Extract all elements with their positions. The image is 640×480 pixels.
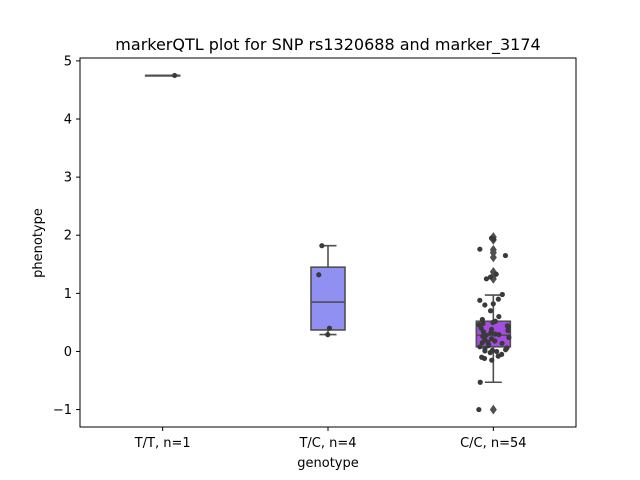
y-tick-label: 2 [64,229,72,244]
data-point [487,308,494,314]
data-point [482,348,488,354]
x-axis: T/T, n=1 T/C, n=4 C/C, n=54 [134,427,527,451]
data-point [479,316,485,323]
y-axis: −1 0 1 2 3 4 5 [53,54,80,418]
data-point [495,296,501,302]
x-axis-label: genotype [297,456,358,471]
data-point [493,271,499,277]
data-point [172,72,178,79]
y-tick-label: 4 [64,113,72,128]
y-tick-label: 1 [64,287,72,302]
data-point [483,276,490,282]
x-tick-label: T/C, n=4 [298,436,356,451]
y-tick-label: −1 [53,403,72,418]
data-point [499,340,505,346]
data-point [492,331,498,337]
y-tick-label: 0 [64,345,72,360]
data-point [490,236,497,242]
y-tick-label: 3 [64,171,72,186]
data-point [319,243,325,249]
data-point [326,325,333,331]
data-point [481,355,488,362]
data-point [506,334,512,341]
data-point [496,332,502,338]
data-point [480,329,486,335]
data-point [325,332,331,338]
data-point [477,246,483,252]
data-point [477,379,483,385]
data-point [482,302,488,308]
data-point [496,313,502,320]
data-point [479,340,485,346]
box-group [310,244,346,336]
data-point [505,327,511,334]
data-point [487,274,494,280]
data-point [499,291,505,298]
box [310,266,346,331]
data-point [490,319,496,326]
data-point [477,297,483,303]
outlier-marker [489,404,497,415]
data-point [490,301,496,307]
chart-marks [144,72,512,415]
data-point [476,406,482,413]
outlier-marker [489,252,497,263]
plot-frame [79,57,577,428]
data-point [316,272,322,278]
x-tick-label: C/C, n=54 [460,436,526,451]
data-point [487,350,493,356]
data-point [495,353,501,359]
data-point [489,357,495,363]
data-point [485,343,492,349]
data-point [503,347,509,353]
data-point [477,344,483,350]
y-axis-label: phenotype [31,208,46,278]
y-tick-label: 5 [64,54,72,69]
chart-title: markerQTL plot for SNP rs1320688 and mar… [115,35,540,55]
data-point [480,320,486,327]
data-point [502,252,509,259]
data-point [488,330,494,336]
data-point [494,348,500,355]
data-point [492,338,498,344]
x-tick-label: T/T, n=1 [134,436,191,451]
